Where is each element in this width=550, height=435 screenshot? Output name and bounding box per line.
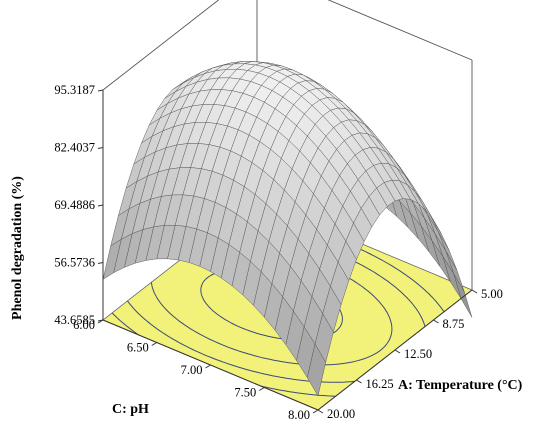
frame-edge <box>327 0 473 61</box>
x-axis-title: A: Temperature (°C) <box>398 378 523 393</box>
x-tick-mark <box>471 289 478 294</box>
frame-edge <box>102 0 220 91</box>
y-tick-label: 6.00 <box>73 318 95 332</box>
y-tick-label: 7.00 <box>181 363 203 377</box>
x-tick-mark <box>317 409 324 414</box>
z-tick-mark <box>97 89 104 92</box>
y-tick-label: 7.50 <box>234 386 256 400</box>
y-tick-mark <box>258 387 265 391</box>
x-tick-mark <box>356 379 362 384</box>
y-tick-label: 8.00 <box>288 408 310 422</box>
axis-ticks: 43.6585 56.5736 69.4886 82.4037 95.3187 6.00 6… <box>54 83 503 422</box>
z-tick-label: 43.6585 <box>54 313 95 327</box>
z-tick-label: 95.3187 <box>54 83 95 97</box>
z-tick-label: 69.4886 <box>54 198 95 212</box>
z-tick-label: 82.4037 <box>54 140 95 154</box>
y-tick-mark <box>97 319 104 324</box>
z-tick-mark <box>97 204 104 207</box>
z-tick-mark <box>97 262 104 264</box>
y-tick-mark <box>151 342 158 346</box>
y-tick-label: 6.50 <box>127 341 149 355</box>
x-tick-label: 16.25 <box>366 377 394 391</box>
surface-cell <box>307 343 326 397</box>
z-tick-label: 56.5736 <box>54 255 95 269</box>
x-tick-mark <box>394 349 401 354</box>
x-tick-label: 5.00 <box>481 287 503 301</box>
x-tick-label: 12.50 <box>404 347 432 361</box>
response-surface <box>102 61 473 397</box>
z-axis-title: Phenol degradation (%) <box>10 176 25 320</box>
y-axis-title: C: pH <box>112 402 149 417</box>
x-tick-label: 20.00 <box>327 407 355 421</box>
x-tick-label: 8.75 <box>443 317 465 331</box>
y-tick-mark <box>312 409 319 414</box>
y-tick-mark <box>205 364 211 369</box>
z-tick-mark <box>97 147 104 149</box>
x-tick-mark <box>433 319 439 324</box>
